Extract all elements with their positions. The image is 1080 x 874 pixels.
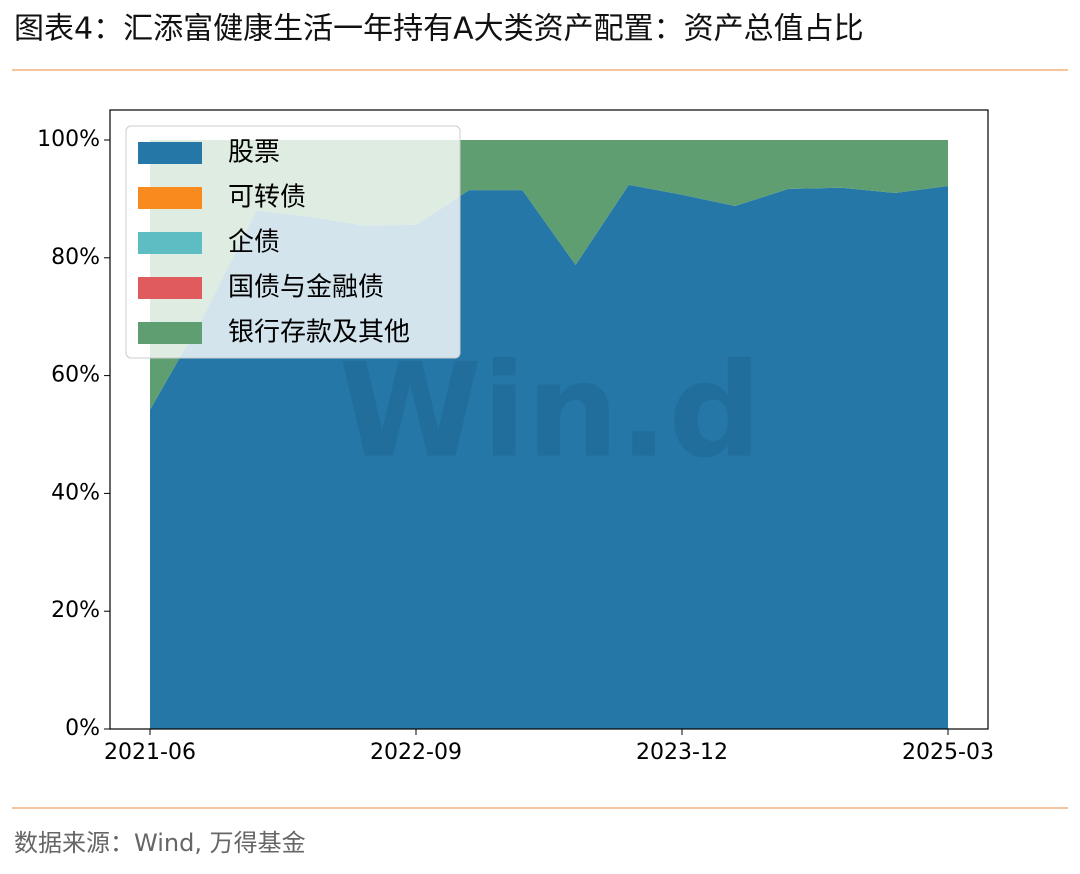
x-tick-label: 2025-03 <box>902 740 994 765</box>
y-tick-label: 80% <box>51 245 100 270</box>
legend-swatch <box>138 142 202 164</box>
legend-label: 银行存款及其他 <box>228 318 410 348</box>
legend-label: 企债 <box>228 228 280 258</box>
y-tick-label: 40% <box>51 480 100 505</box>
legend-swatch <box>138 277 202 299</box>
legend-box <box>125 125 461 359</box>
title: 图表4：汇添富健康生活一年持有A大类资产配置：资产总值占比 <box>14 12 864 47</box>
source: 数据来源：Wind, 万得基金 <box>14 829 306 857</box>
x-tick-label: 2023-12 <box>636 740 728 765</box>
legend-swatch <box>138 322 202 344</box>
legend-label: 可转债 <box>228 183 306 213</box>
x-tick-label: 2022-09 <box>370 740 462 765</box>
y-tick-label: 20% <box>51 598 100 623</box>
legend-swatch <box>138 187 202 209</box>
y-tick-label: 0% <box>65 716 100 741</box>
watermark: Win.d <box>339 335 762 487</box>
legend-label: 股票 <box>228 138 280 168</box>
x-tick-label: 2021-06 <box>104 740 196 765</box>
y-tick-label: 100% <box>37 127 100 152</box>
plot-frame <box>109 109 989 730</box>
y-tick-label: 60% <box>51 363 100 388</box>
legend-label: 国债与金融债 <box>228 273 384 303</box>
legend-swatch <box>138 232 202 254</box>
